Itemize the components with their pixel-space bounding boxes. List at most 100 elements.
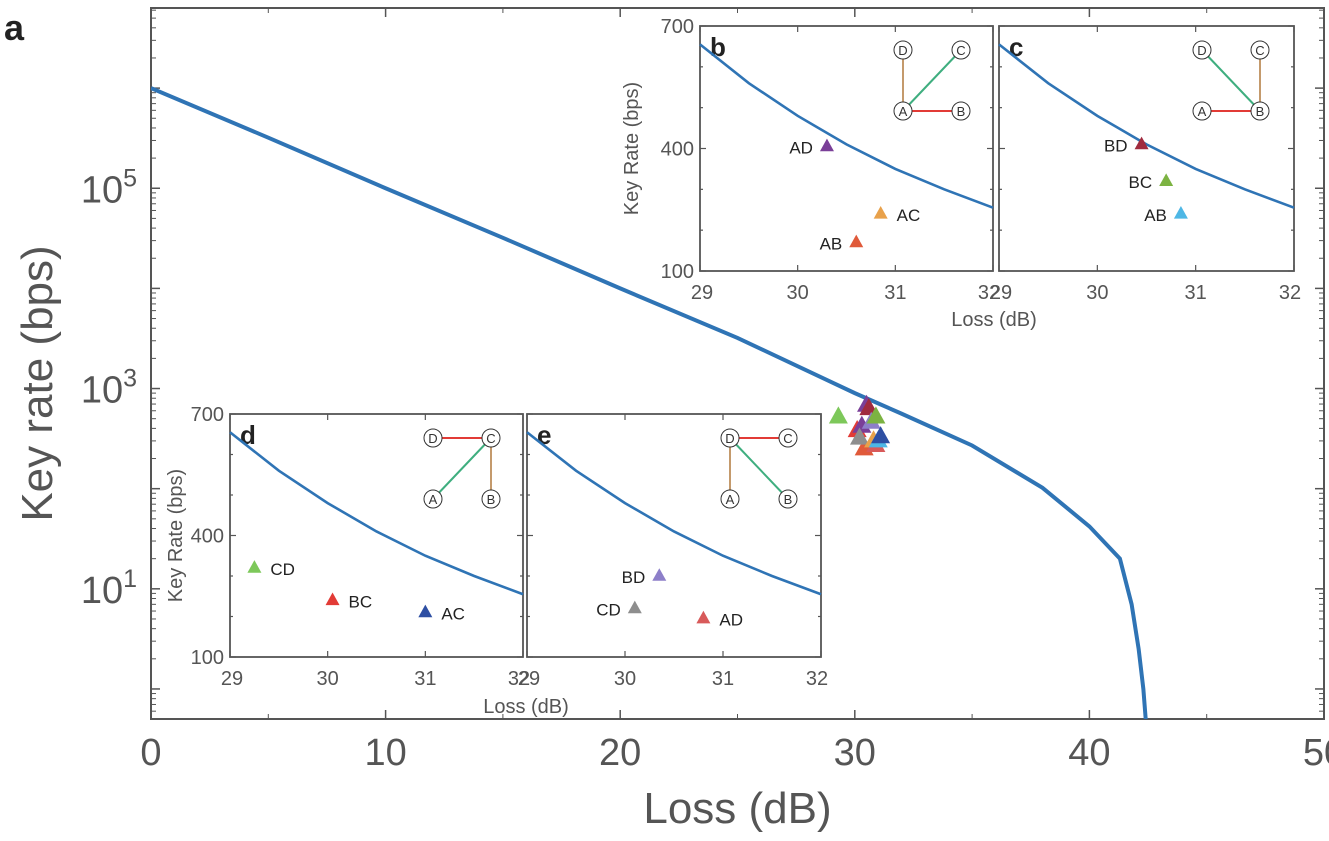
inset-x-tick-label: 32	[508, 668, 530, 690]
inset-point-AC	[418, 604, 433, 618]
network-node-A	[893, 101, 913, 121]
inset-x-tick-label: 30	[1086, 282, 1108, 304]
x-tick-label: 0	[140, 732, 161, 774]
y-tick-exponent: 1	[123, 565, 137, 593]
inset-point-label: CD	[596, 600, 621, 619]
network-node-label: C	[1255, 43, 1264, 58]
inset-x-tick-label: 30	[317, 668, 339, 690]
inset-point-label: AB	[1144, 206, 1167, 225]
inset-key-rate-curve	[699, 43, 994, 209]
network-node-D	[720, 428, 740, 448]
inset-point-label: AC	[441, 604, 465, 623]
network-node-B	[1250, 101, 1270, 121]
x-tick-label: 10	[364, 732, 406, 774]
x-tick-label: 40	[1068, 732, 1110, 774]
inset-y-axis-label: Key Rate (bps)	[621, 82, 643, 215]
network-node-label: B	[1256, 104, 1265, 119]
network-node-B	[778, 489, 798, 509]
inset-point-CD	[627, 600, 642, 614]
inset-x-tick-label: 31	[712, 668, 734, 690]
inset-y-tick-label: 100	[661, 261, 694, 283]
inset-y-tick-label: 400	[191, 526, 224, 548]
network-node-A	[423, 489, 443, 509]
inset-x-axis-label: Loss (dB)	[483, 696, 569, 718]
network-node-label: A	[726, 492, 735, 507]
inset-x-tick-label: 30	[787, 282, 809, 304]
inset-x-tick-label: 32	[978, 282, 1000, 304]
network-edge-AC	[902, 49, 962, 112]
network-node-label: A	[429, 492, 438, 507]
inset-point-label: AD	[719, 611, 743, 630]
inset-point-label: AC	[897, 206, 921, 225]
x-axis-label: Loss (dB)	[643, 784, 831, 833]
network-node-B	[951, 101, 971, 121]
inset-point-BD	[652, 568, 667, 581]
inset-y-tick-label: 100	[191, 647, 224, 669]
inset-point-AD	[819, 138, 834, 152]
inset-x-axis-label: Loss (dB)	[951, 309, 1037, 331]
inset-x-tick-label: 32	[1279, 282, 1301, 304]
inset-point-AC	[873, 206, 888, 219]
y-tick-label: 101	[81, 565, 137, 612]
inset-y-tick-label: 700	[661, 16, 694, 38]
y-tick-exponent: 5	[123, 164, 137, 192]
network-node-label: C	[486, 431, 495, 446]
inset-x-tick-label: 31	[414, 668, 436, 690]
main-marker-9	[866, 406, 886, 424]
inset-point-label: BC	[349, 592, 373, 611]
y-axis-label: Key rate (bps)	[13, 245, 62, 521]
inset-y-tick-label: 400	[661, 139, 694, 161]
network-node-label: D	[898, 43, 907, 58]
network-node-C	[778, 428, 798, 448]
network-node-A	[720, 489, 740, 509]
inset-point-label: AD	[789, 138, 813, 157]
main-marker-4	[849, 427, 869, 445]
x-tick-label: 20	[599, 732, 641, 774]
network-node-label: B	[487, 492, 496, 507]
inset-frame	[526, 413, 822, 658]
y-tick-label: 105	[81, 164, 137, 211]
inset-point-BD	[1134, 136, 1149, 150]
inset-y-tick-label: 700	[191, 404, 224, 426]
inset-x-tick-label: 29	[691, 282, 713, 304]
main-plot: 01020304050101103105Loss (dB)Key rate (b…	[4, 7, 1329, 833]
network-edge-CA	[432, 437, 492, 500]
inset-point-label: BC	[1129, 173, 1153, 192]
panel-letter-a: a	[4, 7, 25, 48]
inset-point-AB	[849, 234, 864, 248]
inset-x-tick-label: 29	[990, 282, 1012, 304]
inset-point-CD	[247, 560, 262, 573]
inset-key-rate-curve	[229, 431, 524, 596]
network-node-label: C	[956, 43, 965, 58]
inset-point-AB	[1173, 206, 1188, 219]
inset-x-tick-label: 31	[884, 282, 906, 304]
network-node-D	[893, 40, 913, 60]
network-node-label: D	[725, 431, 734, 446]
network-node-label: A	[1198, 104, 1207, 119]
y-tick-base: 10	[81, 370, 123, 412]
network-node-C	[951, 40, 971, 60]
inset-key-rate-curve	[998, 43, 1295, 209]
network-node-label: B	[784, 492, 793, 507]
network-node-label: D	[428, 431, 437, 446]
network-node-C	[481, 428, 501, 448]
inset-x-tick-label: 31	[1185, 282, 1207, 304]
main-marker-12	[871, 426, 891, 444]
inset-key-rate-curve	[526, 431, 822, 596]
inset-point-AD	[696, 610, 711, 624]
network-edge-DB	[1201, 49, 1261, 112]
x-tick-label: 50	[1303, 732, 1329, 774]
key-rate-curve	[151, 86, 1148, 719]
inset-x-tick-label: 29	[221, 668, 243, 690]
y-tick-exponent: 3	[123, 365, 137, 393]
inset-point-BC	[1159, 173, 1174, 186]
y-tick-base: 10	[81, 169, 123, 211]
inset-y-axis-label: Key Rate (bps)	[165, 469, 187, 602]
main-marker-0	[828, 406, 848, 424]
inset-x-tick-label: 30	[614, 668, 636, 690]
